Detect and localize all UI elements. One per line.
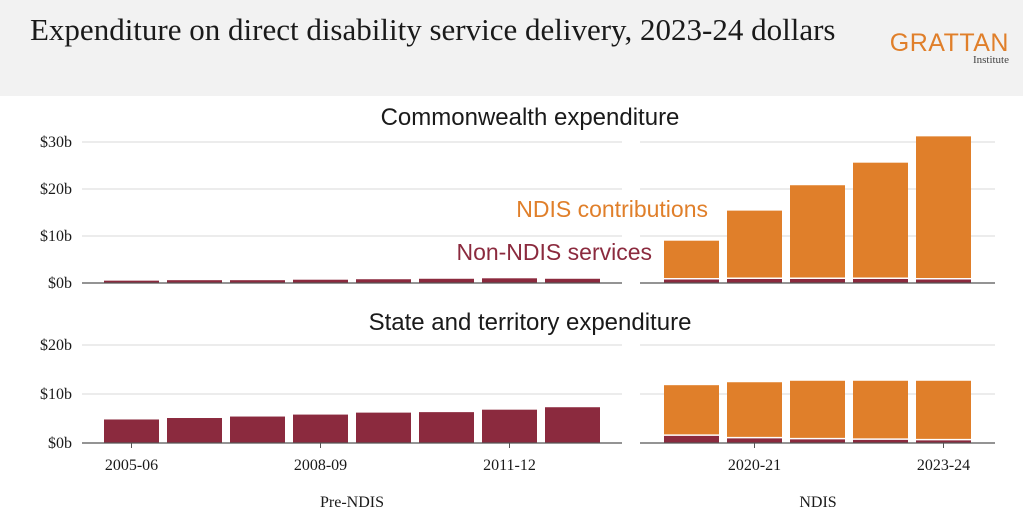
bar-non-ndis-2011-12 — [482, 409, 537, 443]
y-tick-label: $20b — [40, 181, 72, 198]
bar-non-ndis-2008-09 — [293, 279, 348, 283]
x-tick-label: 2008-09 — [294, 457, 347, 474]
x-tick-label: 2005-06 — [105, 457, 158, 474]
y-tick-label: $20b — [40, 337, 72, 354]
x-tick-label: 2023-24 — [917, 457, 970, 474]
group-label-pre-ndis: Pre-NDIS — [320, 494, 384, 511]
header-band: Expenditure on direct disability service… — [0, 0, 1023, 96]
bar-non-ndis-2019-20 — [664, 278, 719, 283]
bar-non-ndis-2012-13 — [545, 278, 600, 283]
bar-non-ndis-2009-10 — [356, 279, 411, 283]
bar-non-ndis-2011-12 — [482, 278, 537, 283]
group-label-ndis: NDIS — [799, 494, 836, 511]
logo-subtitle: Institute — [972, 54, 1009, 66]
bar-non-ndis-2019-20 — [664, 435, 719, 443]
bar-ndis-2023-24 — [916, 380, 971, 440]
y-tick-label: $0b — [48, 275, 72, 292]
bar-non-ndis-2006-07 — [167, 280, 222, 283]
bar-non-ndis-2007-08 — [230, 416, 285, 443]
bar-ndis-2019-20 — [664, 240, 719, 279]
bar-non-ndis-2012-13 — [545, 407, 600, 443]
series-label-non-ndis: Non-NDIS services — [456, 239, 652, 265]
y-tick-label: $30b — [40, 134, 72, 151]
bar-non-ndis-2007-08 — [230, 280, 285, 283]
bar-non-ndis-2022-23 — [853, 439, 908, 443]
bar-ndis-2023-24 — [916, 136, 971, 279]
bar-ndis-2020-21 — [727, 382, 782, 438]
y-tick-label: $0b — [48, 435, 72, 452]
bar-non-ndis-2005-06 — [104, 280, 159, 283]
bar-non-ndis-2010-11 — [419, 278, 474, 283]
bar-ndis-2022-23 — [853, 380, 908, 440]
bar-non-ndis-2010-11 — [419, 412, 474, 443]
logo-wordmark: GRATTAN — [889, 29, 1009, 57]
bar-ndis-2021-22 — [790, 380, 845, 439]
y-tick-label: $10b — [40, 386, 72, 403]
bar-non-ndis-2009-10 — [356, 412, 411, 443]
bar-non-ndis-2023-24 — [916, 439, 971, 443]
bar-ndis-2022-23 — [853, 162, 908, 279]
bar-non-ndis-2005-06 — [104, 419, 159, 443]
bar-ndis-2020-21 — [727, 210, 782, 279]
panel-title: Commonwealth expenditure — [381, 104, 680, 131]
grattan-logo: GRATTAN Institute — [890, 30, 1009, 66]
bar-non-ndis-2021-22 — [790, 278, 845, 283]
y-tick-label: $10b — [40, 228, 72, 245]
x-tick-label: 2020-21 — [728, 457, 781, 474]
panel-title: State and territory expenditure — [369, 309, 692, 336]
bar-non-ndis-2021-22 — [790, 438, 845, 443]
bar-non-ndis-2023-24 — [916, 278, 971, 283]
bar-ndis-2019-20 — [664, 385, 719, 436]
bar-non-ndis-2006-07 — [167, 418, 222, 443]
bar-non-ndis-2022-23 — [853, 278, 908, 283]
bar-non-ndis-2008-09 — [293, 414, 348, 443]
bar-non-ndis-2020-21 — [727, 437, 782, 443]
chart-title: Expenditure on direct disability service… — [30, 12, 836, 47]
bar-ndis-2021-22 — [790, 185, 845, 279]
series-label-ndis: NDIS contributions — [516, 196, 708, 222]
bar-non-ndis-2020-21 — [727, 278, 782, 283]
x-tick-label: 2011-12 — [483, 457, 536, 474]
